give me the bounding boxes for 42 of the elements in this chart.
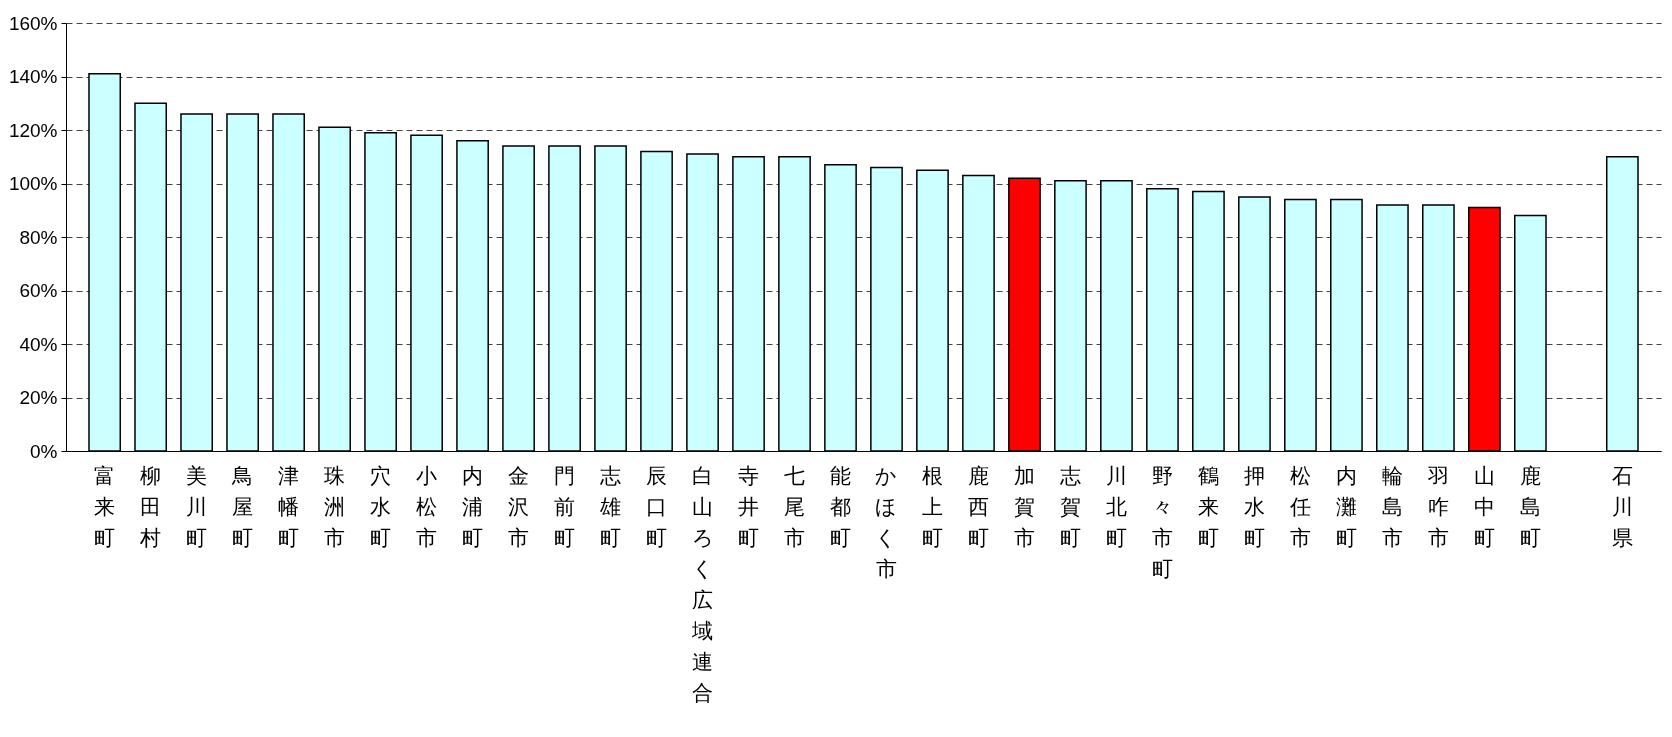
x-tick-label: 津幡町 xyxy=(278,463,300,550)
x-tick-label: 珠洲市 xyxy=(324,463,346,550)
x-tick-label: 鹿島町 xyxy=(1519,463,1541,550)
x-tick-label: 根上町 xyxy=(921,463,943,550)
y-tick-label: 0% xyxy=(30,440,58,462)
x-tick-label: 鶴来町 xyxy=(1197,463,1219,550)
y-tick-label: 60% xyxy=(19,280,58,301)
y-tick-label: 40% xyxy=(19,333,58,355)
x-tick-label: 志雄町 xyxy=(599,463,622,550)
x-tick-label: 美川町 xyxy=(186,463,208,550)
x-tick-label: 内浦町 xyxy=(462,463,484,550)
x-tick-label: 柳田村 xyxy=(139,463,162,550)
x-tick-label: 寺井町 xyxy=(738,463,760,550)
x-tick-label: 富来町 xyxy=(94,463,116,550)
y-tick-label: 120% xyxy=(8,119,58,141)
x-tick-label: 野々市町 xyxy=(1151,463,1173,581)
y-tick-label: 100% xyxy=(8,173,58,194)
x-tick-label: 加賀市 xyxy=(1013,463,1035,550)
x-tick-label: 川北町 xyxy=(1105,463,1127,550)
x-tick-label: 小松市 xyxy=(416,463,438,550)
x-tick-label: 志賀町 xyxy=(1059,463,1081,550)
y-tick-label: 80% xyxy=(19,226,58,248)
x-tick-label: 輪島市 xyxy=(1381,463,1403,550)
x-tick-label: 穴水町 xyxy=(370,463,392,550)
x-tick-label: 山中町 xyxy=(1473,463,1495,550)
x-tick-label: 七尾市 xyxy=(784,463,806,550)
x-tick-label: 羽咋市 xyxy=(1426,463,1449,550)
x-tick-label: かほく市 xyxy=(875,463,898,581)
y-tick-label: 20% xyxy=(19,387,58,408)
x-tick-label: 押水町 xyxy=(1243,463,1265,550)
x-tick-label: 辰口町 xyxy=(646,463,668,550)
x-tick-label: 金沢市 xyxy=(508,463,530,550)
x-tick-label: 白山ろく広域連合 xyxy=(691,463,714,705)
x-tick-label: 能都町 xyxy=(830,463,851,550)
y-tick-label: 140% xyxy=(8,66,58,87)
x-tick-label: 松任市 xyxy=(1288,463,1311,550)
x-tick-label: 内灘町 xyxy=(1335,463,1357,550)
x-tick-label: 鳥屋町 xyxy=(231,463,254,550)
x-tick-label: 鹿西町 xyxy=(967,463,989,550)
y-tick-label: 160% xyxy=(8,12,58,34)
x-tick-label: 門前町 xyxy=(554,463,576,550)
x-tick-label: 石川県 xyxy=(1611,463,1633,550)
